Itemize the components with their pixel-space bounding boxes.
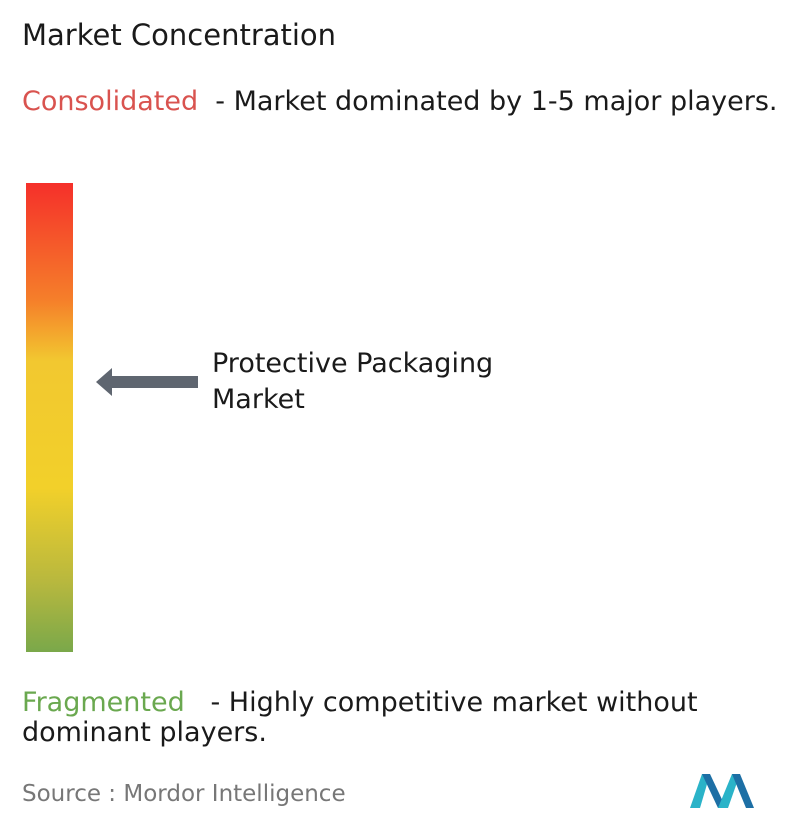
source: Source : Mordor Intelligence (22, 781, 346, 807)
title: Market Concentration (22, 18, 337, 52)
logo-part (702, 774, 726, 808)
logo-part (690, 774, 710, 808)
consolidated-label: Consolidated (22, 86, 199, 117)
arrow-shape (96, 368, 198, 396)
concentration-bar (26, 183, 73, 652)
logo-part (718, 774, 740, 808)
logo-part (732, 774, 754, 808)
arrow (96, 368, 198, 396)
source-prefix: Source : (22, 781, 117, 807)
consolidated-description: - Market dominated by 1-5 major players. (215, 86, 778, 117)
source-name: Mordor Intelligence (123, 781, 346, 807)
fragmented-label: Fragmented (22, 687, 185, 718)
consolidated-text: Consolidated - Market dominated by 1-5 m… (22, 87, 792, 117)
logo (690, 774, 754, 808)
fragmented-text: Fragmented - Highly competitive market w… (22, 688, 792, 748)
market-label: Protective Packaging Market (212, 348, 494, 415)
fragmented-description: - Highly competitive market without domi… (22, 687, 698, 748)
